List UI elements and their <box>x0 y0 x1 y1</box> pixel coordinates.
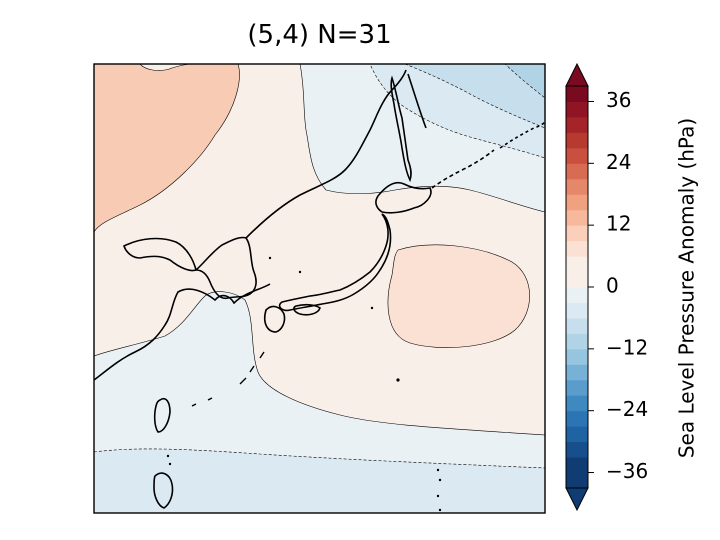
colorbar <box>565 62 589 512</box>
colorbar-segment <box>566 410 588 427</box>
colorbar-segment <box>566 132 588 149</box>
anomaly-high-west <box>94 64 240 233</box>
colorbar-segment <box>566 395 588 412</box>
colorbar-segment <box>566 472 588 489</box>
colorbar-extend-bottom <box>565 487 589 512</box>
colorbar-segment <box>566 348 588 365</box>
colorbar-tick-label: 36 <box>606 88 631 112</box>
anomaly-negative-ne-high <box>404 64 545 129</box>
colorbar-segment <box>566 457 588 474</box>
colorbar-segment <box>566 256 588 273</box>
colorbar-tick-label: 0 <box>606 274 619 298</box>
colorbar-segment <box>566 163 588 180</box>
colorbar-segment <box>566 194 588 211</box>
colorbar-tick-label: −12 <box>606 335 648 359</box>
colorbar-segment <box>566 101 588 118</box>
colorbar-segment <box>566 240 588 257</box>
small-islands <box>166 256 442 512</box>
colorbar-tick-label: 24 <box>606 150 631 174</box>
colorbar-segment <box>566 302 588 319</box>
colorbar-segment <box>566 364 588 381</box>
map-frame <box>93 63 546 514</box>
colorbar-segment <box>566 333 588 350</box>
colorbar-label: Sea Level Pressure Anomaly (hPa) <box>675 118 699 458</box>
colorbar-segment <box>566 287 588 303</box>
colorbar-ticks: 36 24 12 0 −12 −24 −36 <box>588 88 648 483</box>
colorbar-tick-label: 12 <box>606 212 631 236</box>
colorbar-tick-label: −36 <box>606 459 648 483</box>
colorbar-segment <box>566 317 588 334</box>
plot-title: (5,4) N=31 <box>247 20 392 50</box>
colorbar-segment <box>566 426 588 443</box>
colorbar-segment <box>566 147 588 164</box>
colorbar-segment <box>566 209 588 226</box>
anomaly-negative-ne-top <box>504 64 545 99</box>
colorbar-segment <box>566 379 588 396</box>
colorbar-segment <box>566 225 588 242</box>
colorbar-segment <box>566 178 588 195</box>
colorbar-segment <box>566 86 588 102</box>
colorbar-extend-top <box>565 62 589 87</box>
anomaly-positive-blob <box>387 244 530 348</box>
colorbar-segment <box>566 271 588 288</box>
colorbar-segment <box>566 441 588 458</box>
anomaly-negative-south <box>94 448 545 513</box>
map-area <box>94 64 545 513</box>
colorbar-segment <box>566 116 588 133</box>
colorbar-tick-label: −24 <box>606 397 648 421</box>
coastlines <box>94 69 545 509</box>
